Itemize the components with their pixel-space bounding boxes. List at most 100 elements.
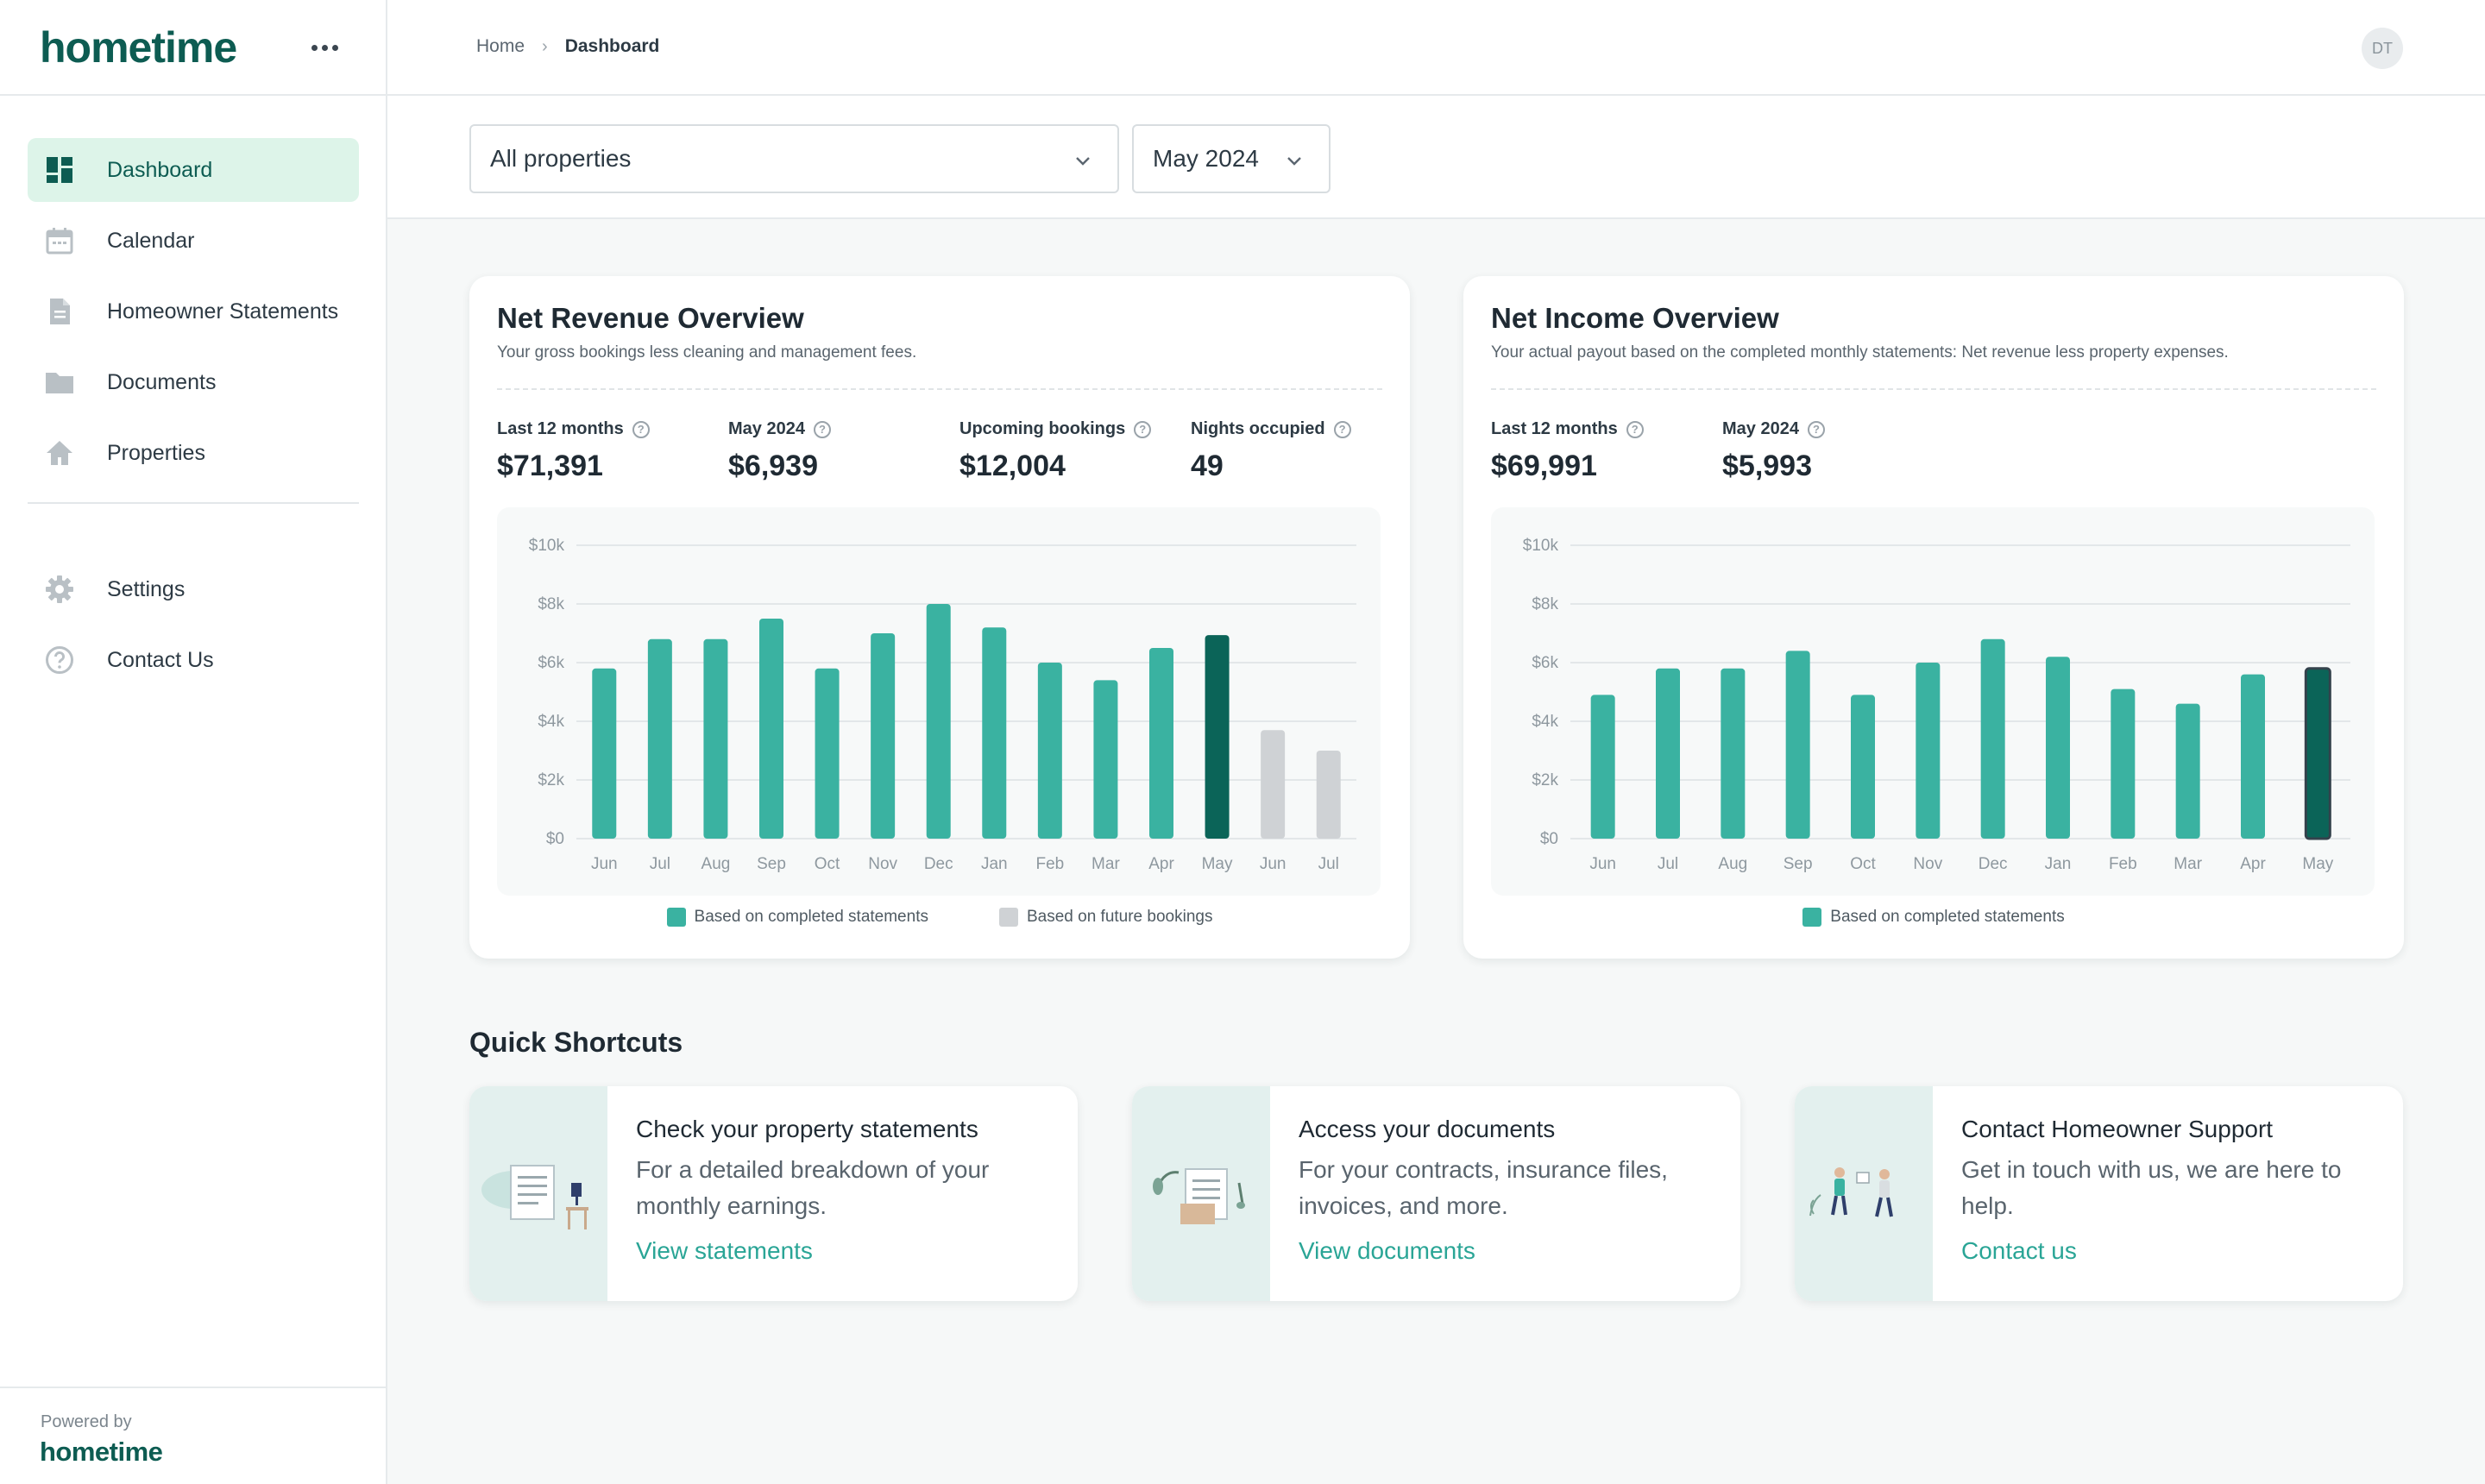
stat-value: 49 — [1191, 450, 1224, 482]
bar-dec[interactable] — [926, 604, 951, 839]
shortcut-card-support[interactable]: Contact Homeowner Support Get in touch w… — [1795, 1086, 2403, 1301]
bar-may[interactable] — [1205, 635, 1230, 839]
shortcut-card-documents[interactable]: Access your documents For your contracts… — [1132, 1086, 1740, 1301]
sidebar-item-contact-us[interactable]: Contact Us — [28, 628, 359, 692]
bar-aug[interactable] — [703, 638, 728, 839]
sidebar-item-label: Settings — [107, 576, 186, 601]
x-tick-label: Nov — [1913, 855, 1942, 873]
x-tick-label: Dec — [924, 855, 953, 873]
legend-item-future: Based on future bookings — [998, 908, 1212, 927]
view-statements-link[interactable]: View statements — [636, 1237, 813, 1264]
bar-apr[interactable] — [2241, 674, 2265, 839]
month-select[interactable]: May 2024 — [1132, 124, 1331, 193]
brand-logo[interactable]: hometime — [40, 23, 237, 72]
bar-jun[interactable] — [592, 668, 617, 839]
bar-feb[interactable] — [2111, 689, 2136, 839]
sidebar-item-dashboard[interactable]: Dashboard — [28, 138, 359, 202]
info-icon[interactable]: ? — [1134, 420, 1152, 438]
bar-dec[interactable] — [1980, 638, 2005, 839]
powered-by-label: Powered by — [41, 1412, 132, 1431]
bar-jun[interactable] — [1590, 695, 1615, 839]
sidebar-item-documents[interactable]: Documents — [28, 350, 359, 414]
stat-label: Nights occupied — [1191, 419, 1325, 438]
help-circle-icon — [45, 645, 74, 675]
breadcrumb-home-link[interactable]: Home — [476, 36, 525, 56]
bar-apr[interactable] — [1149, 648, 1173, 839]
bar-mar[interactable] — [2175, 703, 2200, 839]
x-tick-label: Mar — [2174, 855, 2202, 873]
month-select-value: May 2024 — [1153, 145, 1259, 172]
bar-sep[interactable] — [1785, 651, 1810, 839]
bar-future-jun[interactable] — [1261, 730, 1286, 839]
property-select[interactable]: All properties — [469, 124, 1119, 193]
bar-may[interactable] — [2304, 667, 2331, 840]
bar-nov[interactable] — [1916, 663, 1941, 839]
sidebar-item-calendar[interactable]: Calendar — [28, 209, 359, 273]
sidebar-nav: Dashboard Calendar Homeowner Statements … — [28, 138, 359, 699]
net-revenue-card: Net Revenue Overview Your gross bookings… — [469, 276, 1410, 959]
calendar-icon — [45, 226, 74, 255]
statements-illustration — [469, 1086, 607, 1301]
card-title: Net Income Overview — [1491, 302, 1779, 334]
gear-icon — [45, 575, 74, 604]
view-documents-link[interactable]: View documents — [1299, 1237, 1475, 1264]
nav-divider — [28, 502, 359, 504]
filter-bar: All properties May 2024 — [387, 96, 2485, 219]
x-tick-label: Jun — [591, 855, 618, 873]
sidebar-item-properties[interactable]: Properties — [28, 421, 359, 485]
bar-mar[interactable] — [1093, 680, 1118, 839]
x-tick-label: Jul — [650, 855, 670, 873]
y-tick-label: $10k — [529, 537, 565, 555]
bar-feb[interactable] — [1037, 663, 1062, 839]
bar-nov[interactable] — [871, 633, 896, 839]
card-subtitle: Your actual payout based on the complete… — [1491, 343, 2229, 362]
sidebar-footer: Powered by hometime — [0, 1387, 387, 1484]
quick-shortcuts-title: Quick Shortcuts — [469, 1027, 683, 1058]
legend-swatch — [1802, 908, 1822, 927]
chart-legend: Based on completed statements Based on f… — [469, 908, 1410, 927]
income-chart-svg: $0 $2k $4k $6k $8k $10k Jun Jul Aug Sep Oct Nov Dec J… — [1523, 537, 2350, 873]
bar-jan[interactable] — [2046, 657, 2070, 839]
legend-label: Based on completed statements — [1830, 908, 2065, 926]
document-icon — [45, 297, 74, 326]
shortcut-card-statements[interactable]: Check your property statements For a det… — [469, 1086, 1078, 1301]
stat-month: May 2024? $5,993 — [1722, 419, 1825, 483]
x-tick-label: Jan — [981, 855, 1008, 873]
info-icon[interactable]: ? — [1807, 420, 1825, 438]
info-icon[interactable]: ? — [813, 420, 831, 438]
y-tick-label: $10k — [1523, 537, 1559, 555]
bar-jul[interactable] — [1656, 668, 1680, 839]
bar-jul[interactable] — [647, 638, 672, 839]
bar-future-jul[interactable] — [1316, 751, 1341, 839]
info-icon[interactable]: ? — [1626, 420, 1644, 438]
bar-jan[interactable] — [982, 627, 1007, 839]
contact-us-link[interactable]: Contact us — [1961, 1237, 2077, 1264]
bar-oct[interactable] — [815, 668, 840, 839]
stat-value: $12,004 — [959, 450, 1066, 482]
more-options-icon[interactable] — [309, 35, 340, 60]
x-tick-label: Aug — [1718, 855, 1747, 873]
avatar[interactable]: DT — [2362, 28, 2403, 69]
info-icon[interactable]: ? — [632, 420, 650, 438]
dashboard-grid-icon — [45, 155, 74, 185]
info-icon[interactable]: ? — [1333, 420, 1351, 438]
stat-last-12-months: Last 12 months? $69,991 — [1491, 419, 1644, 483]
shortcut-title: Access your documents — [1299, 1116, 1556, 1142]
y-tick-label: $8k — [1532, 595, 1558, 613]
bar-aug[interactable] — [1721, 668, 1746, 839]
bar-sep[interactable] — [759, 619, 783, 839]
support-illustration — [1795, 1086, 1933, 1301]
stat-label: Last 12 months — [1491, 419, 1618, 438]
bar-oct[interactable] — [1851, 695, 1875, 839]
y-tick-label: $0 — [546, 830, 564, 848]
documents-illustration — [1132, 1086, 1270, 1301]
stat-value: $69,991 — [1491, 450, 1597, 482]
sidebar-item-homeowner-statements[interactable]: Homeowner Statements — [28, 280, 359, 343]
x-tick-label: Sep — [1784, 855, 1813, 873]
sidebar: hometime Dashboard Calendar Homeowner St… — [0, 0, 387, 1484]
x-tick-label: Feb — [2109, 855, 2137, 873]
shortcut-description: Get in touch with us, we are here to hel… — [1961, 1156, 2342, 1219]
sidebar-item-settings[interactable]: Settings — [28, 557, 359, 621]
card-title: Net Revenue Overview — [497, 302, 804, 334]
y-tick-label: $6k — [538, 654, 564, 672]
